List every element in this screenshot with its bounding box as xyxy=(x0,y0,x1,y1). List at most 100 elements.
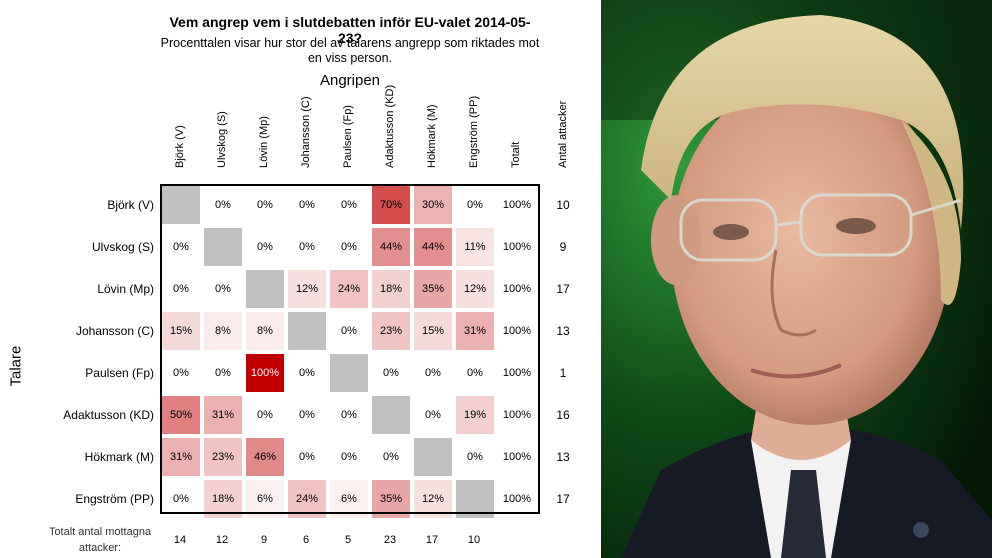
matrix-cell: 0% xyxy=(288,438,326,476)
received-total-value: 9 xyxy=(260,534,268,546)
received-total-value: 17 xyxy=(425,534,439,546)
matrix-cell: 8% xyxy=(246,312,284,350)
matrix-cell: 12% xyxy=(456,270,494,308)
column-header-label: Totalt xyxy=(510,141,522,168)
chart-subtitle: Procenttalen visar hur stor del av talar… xyxy=(160,36,540,66)
matrix-cell: 0% xyxy=(330,186,368,224)
matrix-cell: 0% xyxy=(330,396,368,434)
diagonal-cell xyxy=(288,312,326,350)
matrix-cell: 19% xyxy=(456,396,494,434)
antal-attacker-value: 1 xyxy=(559,366,567,380)
matrix-cell: 18% xyxy=(372,270,410,308)
matrix-cell: 44% xyxy=(414,228,452,266)
column-header: Engström (PP) xyxy=(454,96,494,180)
chart-title: Vem angrep vem i slutdebatten inför EU-v… xyxy=(169,14,531,46)
matrix-cell: 8% xyxy=(204,312,242,350)
antal-attacker-value: 13 xyxy=(556,450,570,464)
column-header-label: Björk (V) xyxy=(174,125,186,168)
row-label: Hökmark (M) xyxy=(84,450,154,464)
row-total-cell: 100% xyxy=(498,312,536,350)
column-header-label: Engström (PP) xyxy=(468,95,480,168)
antal-attacker-value: 17 xyxy=(556,492,570,506)
row-label: Adaktusson (KD) xyxy=(63,408,154,422)
matrix-cell: 15% xyxy=(162,312,200,350)
footer-label-line-1: Totalt antal mottagna xyxy=(48,526,152,538)
column-header-label: Paulsen (Fp) xyxy=(342,105,354,168)
row-total-cell: 100% xyxy=(498,480,536,518)
matrix-cell: 70% xyxy=(372,186,410,224)
diagonal-cell xyxy=(456,480,494,518)
footer-label: Totalt antal mottagna attacker: xyxy=(40,524,160,556)
received-total-value: 14 xyxy=(173,534,187,546)
row-label: Engström (PP) xyxy=(75,492,154,506)
subtitle-line-1: Procenttalen visar hur stor del av talar… xyxy=(160,36,540,50)
matrix-cell: 0% xyxy=(204,354,242,392)
column-axis-label: Angripen xyxy=(319,72,381,89)
matrix-cell: 30% xyxy=(414,186,452,224)
column-header-label: Adaktusson (KD) xyxy=(384,84,396,168)
matrix-cell: 46% xyxy=(246,438,284,476)
column-header-label: Hökmark (M) xyxy=(426,104,438,168)
column-header: Johansson (C) xyxy=(286,96,326,180)
matrix-cell: 0% xyxy=(246,396,284,434)
antal-attacker-value: 16 xyxy=(556,408,570,422)
column-header: Totalt xyxy=(496,96,536,180)
matrix-cell: 0% xyxy=(204,270,242,308)
matrix-cell: 0% xyxy=(330,228,368,266)
diagonal-cell xyxy=(162,186,200,224)
row-total-cell: 100% xyxy=(498,270,536,308)
matrix-cell: 0% xyxy=(162,354,200,392)
matrix-cell: 0% xyxy=(414,354,452,392)
row-total-cell: 100% xyxy=(498,228,536,266)
row-total-cell: 100% xyxy=(498,186,536,224)
matrix-cell: 0% xyxy=(162,270,200,308)
matrix-cell: 0% xyxy=(456,186,494,224)
row-label: Paulsen (Fp) xyxy=(85,366,154,380)
column-header: Ulvskog (S) xyxy=(202,96,242,180)
column-header: Lövin (Mp) xyxy=(244,96,284,180)
matrix-cell: 0% xyxy=(288,354,326,392)
matrix-cell: 50% xyxy=(162,396,200,434)
received-total-value: 10 xyxy=(467,534,481,546)
matrix-cell: 6% xyxy=(330,480,368,518)
received-total-value: 12 xyxy=(215,534,229,546)
matrix-cell: 31% xyxy=(456,312,494,350)
matrix-cell: 35% xyxy=(414,270,452,308)
antal-attacker-value: 9 xyxy=(559,240,567,254)
matrix-cell: 18% xyxy=(204,480,242,518)
subtitle-line-2: en viss person. xyxy=(307,51,393,65)
row-total-cell: 100% xyxy=(498,438,536,476)
speaker-photo xyxy=(601,0,992,558)
antal-attacker-value: 17 xyxy=(556,282,570,296)
matrix-cell: 0% xyxy=(246,228,284,266)
matrix-cell: 0% xyxy=(330,438,368,476)
matrix-cell: 24% xyxy=(288,480,326,518)
column-header: Antal attacker xyxy=(548,96,578,180)
matrix-cell: 0% xyxy=(330,312,368,350)
matrix-cell: 15% xyxy=(414,312,452,350)
column-header-label: Lövin (Mp) xyxy=(258,116,270,168)
matrix-cell: 0% xyxy=(246,186,284,224)
diagonal-cell xyxy=(372,396,410,434)
column-header-label: Ulvskog (S) xyxy=(216,111,228,168)
matrix-cell: 23% xyxy=(204,438,242,476)
column-header: Adaktusson (KD) xyxy=(370,85,410,180)
column-header: Björk (V) xyxy=(160,96,200,180)
matrix-cell: 100% xyxy=(246,354,284,392)
matrix-cell: 0% xyxy=(204,186,242,224)
matrix-cell: 12% xyxy=(288,270,326,308)
matrix-cell: 24% xyxy=(330,270,368,308)
matrix-cell: 0% xyxy=(288,228,326,266)
row-label: Johansson (C) xyxy=(75,324,154,338)
matrix-cell: 11% xyxy=(456,228,494,266)
matrix-cell: 12% xyxy=(414,480,452,518)
footer-label-line-2: attacker: xyxy=(78,542,122,554)
received-total-value: 6 xyxy=(302,534,310,546)
matrix-cell: 0% xyxy=(456,438,494,476)
row-total-cell: 100% xyxy=(498,354,536,392)
row-label: Ulvskog (S) xyxy=(91,240,154,254)
matrix-cell: 0% xyxy=(162,480,200,518)
matrix-cell: 0% xyxy=(162,228,200,266)
chart-panel: Vem angrep vem i slutdebatten inför EU-v… xyxy=(7,14,578,556)
matrix-cell: 44% xyxy=(372,228,410,266)
